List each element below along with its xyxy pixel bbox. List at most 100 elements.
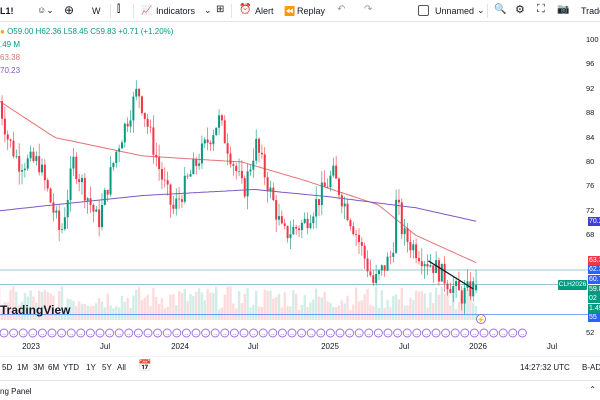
event-arrow-icon: → [299, 332, 305, 338]
quick-search-icon[interactable]: 🔍 [494, 4, 507, 15]
screenshot-icon[interactable]: 📷 [557, 4, 570, 15]
event-icon [66, 328, 76, 338]
price-badge: 02 [588, 294, 600, 304]
chevron-down-icon[interactable]: ⌄ [204, 5, 212, 15]
templates-icon[interactable]: ⊞ [216, 4, 225, 15]
volume-bar [474, 306, 478, 320]
event-arrow-icon: → [11, 332, 17, 338]
adjustment-button[interactable]: B-ADJ [582, 363, 600, 372]
candle-body [89, 198, 92, 205]
volume-bar [329, 302, 332, 320]
range-button-5d[interactable]: 5D [2, 363, 13, 372]
undo-icon[interactable]: ↶ [337, 4, 346, 15]
volume-bar [369, 304, 372, 320]
chevron-up-icon[interactable]: ⌃ [589, 385, 596, 394]
volume-bar [97, 298, 101, 320]
candle-body [440, 263, 443, 282]
range-button-5y[interactable]: 5Y [102, 363, 112, 372]
candle-body [312, 216, 315, 224]
volume-bar [254, 290, 258, 320]
volume-bar [309, 302, 312, 320]
add-symbol-icon[interactable]: ⊕ [64, 3, 75, 17]
trading-panel[interactable]: ng Panel ⌃ [0, 380, 600, 400]
candle-body [397, 199, 400, 203]
event-icon [297, 328, 307, 338]
event-icon [229, 328, 239, 338]
interval-button[interactable]: W [92, 6, 101, 16]
range-button-all[interactable]: All [117, 363, 126, 372]
candle-body [61, 229, 64, 230]
range-button-1m[interactable]: 1M [17, 363, 29, 372]
range-button-1y[interactable]: 1Y [86, 363, 96, 372]
candle-body [172, 204, 175, 209]
volume-bar [269, 290, 272, 320]
candle-body [275, 200, 278, 220]
goto-date-icon[interactable]: 📅 [138, 360, 152, 372]
candle-body [126, 123, 129, 127]
event-icon [383, 328, 393, 338]
chart-type-icon[interactable]: ⫿ [117, 4, 121, 15]
event-arrow-icon: → [203, 332, 209, 338]
trade-button[interactable]: Trade [581, 6, 600, 16]
event-arrow-icon: → [107, 332, 113, 338]
redo-icon[interactable]: ↷ [364, 4, 373, 15]
volume-bar [206, 288, 209, 320]
volume-bar [77, 301, 81, 320]
ohlc-values: O59.00 H62.36 L58.45 C59.83 +0.71 (+1.20… [7, 27, 174, 36]
volume-bar [40, 291, 44, 320]
compare-icon[interactable]: ☺⌄ [37, 5, 54, 15]
volume-bar [46, 292, 49, 320]
volume-bar [406, 305, 409, 320]
candle-body [409, 241, 412, 251]
trading-panel-label[interactable]: ng Panel [0, 387, 32, 396]
candle-body [420, 261, 423, 267]
candle-body [357, 234, 360, 243]
volume-bar [32, 296, 35, 320]
price-tick: 72 [586, 205, 595, 215]
volume-bar [160, 298, 164, 320]
volume-bar [420, 290, 424, 320]
ma-purple-legend: 70.23 [0, 66, 21, 75]
volume-bar [449, 305, 452, 320]
volume-bar [220, 307, 224, 320]
fullscreen-icon[interactable]: ⛶ [537, 3, 545, 15]
range-button-3m[interactable]: 3M [33, 363, 45, 372]
event-arrow-icon: → [20, 332, 26, 338]
chevron-down-icon[interactable]: ⌄ [477, 5, 485, 15]
volume-bar [343, 303, 346, 320]
symbol-search[interactable]: L1! [0, 6, 14, 16]
event-arrow-icon: → [49, 332, 55, 338]
candle-body [229, 153, 232, 165]
price-chart[interactable]: → → → → → → → → → → → → → → → → → → → → → → → → → → → → → → → → → → → → → → → →… [0, 22, 600, 342]
candle-body [212, 135, 215, 145]
volume-bar [115, 305, 118, 320]
range-button-ytd[interactable]: YTD [63, 363, 79, 372]
range-button-6m[interactable]: 6M [48, 363, 60, 372]
candle-body [249, 169, 252, 172]
event-icon [469, 328, 479, 338]
alert-icon[interactable]: ⏰ [239, 4, 252, 15]
volume-bar [274, 297, 278, 320]
price-badge: 62.36 [588, 265, 600, 275]
candle-body [49, 188, 52, 203]
indicators-button[interactable]: Indicators [156, 6, 196, 16]
event-icon [364, 328, 374, 338]
volume-bar [263, 289, 266, 320]
candle-body [92, 204, 95, 212]
candle-body [452, 286, 455, 293]
replay-icon[interactable]: ⏪ [284, 6, 296, 16]
candle-body [340, 195, 343, 207]
layout-name-button[interactable]: Unnamed [435, 6, 475, 16]
volume-bar [389, 307, 392, 320]
alert-button[interactable]: Alert [255, 6, 274, 16]
replay-button[interactable]: Replay [297, 6, 326, 16]
clock[interactable]: 14:27:32 UTC [520, 363, 570, 372]
candle-body [103, 189, 106, 205]
settings-icon[interactable]: ⚙ [515, 4, 525, 16]
volume-bar [180, 292, 184, 320]
candle-body [400, 202, 403, 235]
event-arrow-icon: → [193, 332, 199, 338]
layout-icon[interactable] [418, 5, 429, 16]
indicators-icon[interactable]: 📈 [141, 5, 153, 15]
volume-bar [89, 306, 92, 320]
